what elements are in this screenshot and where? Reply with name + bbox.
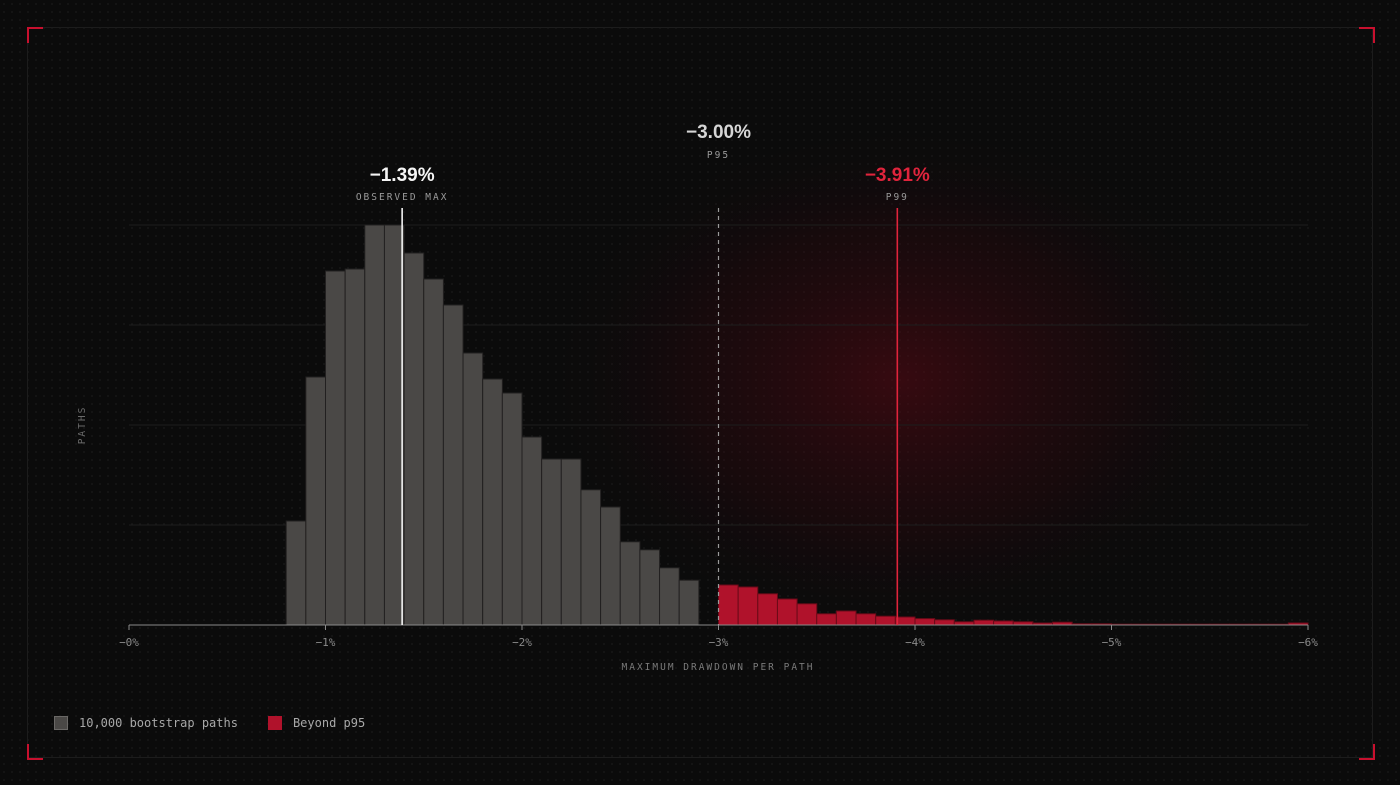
x-axis-label: MAXIMUM DRAWDOWN PER PATH (622, 662, 815, 673)
bar-bootstrap (403, 252, 425, 626)
x-axis-ticks: −0% −1% −2% −3% −4% −5% −6% (119, 625, 1318, 649)
bar-bootstrap (521, 436, 543, 626)
bar-beyond-p95 (973, 619, 995, 626)
bar-beyond-p95 (835, 610, 857, 626)
legend-item-beyond-p95: Beyond p95 (267, 716, 366, 730)
legend-label-bootstrap: 10,000 bootstrap paths (79, 716, 238, 730)
bar-bootstrap (423, 278, 444, 626)
x-tick-label: −6% (1298, 636, 1318, 649)
chart-frame (27, 27, 1373, 758)
bar-bootstrap (600, 506, 621, 626)
frame-corner-top-left (27, 27, 43, 43)
bar-beyond-p95 (934, 619, 955, 626)
legend-label-beyond-p95: Beyond p95 (292, 716, 366, 730)
bar-bootstrap (560, 458, 582, 626)
legend-swatch-gray (54, 716, 68, 730)
frame-corner-top-right (1359, 27, 1375, 43)
y-axis-label: PATHS (77, 406, 88, 445)
bar-bootstrap (383, 224, 405, 626)
marker-label-observed: OBSERVED MAX (356, 192, 449, 203)
bar-beyond-p95 (776, 598, 798, 626)
bar-bootstrap (305, 376, 327, 626)
bar-beyond-p95 (993, 620, 1014, 626)
x-tick-label: −1% (316, 636, 336, 649)
bar-bootstrap (541, 458, 562, 626)
legend-item-bootstrap: 10,000 bootstrap paths (54, 716, 238, 730)
bar-beyond-p95 (737, 586, 759, 626)
bar-bootstrap (325, 270, 346, 626)
x-tick-label: −5% (1102, 636, 1122, 649)
bar-bootstrap (482, 378, 503, 626)
x-tick-label: −2% (512, 636, 532, 649)
marker-value-p95: −3.00% (686, 122, 751, 143)
bar-bootstrap (580, 489, 602, 626)
legend: 10,000 bootstrap paths Beyond p95 (54, 716, 395, 730)
bar-beyond-p95 (718, 584, 739, 626)
bar-beyond-p95 (816, 613, 837, 626)
bar-bootstrap (659, 567, 680, 626)
bar-bootstrap (501, 392, 523, 626)
marker-value-observed: −1.39% (370, 165, 435, 186)
bar-bootstrap (442, 304, 464, 626)
bar-bootstrap (639, 549, 661, 626)
bar-bootstrap (364, 224, 385, 626)
marker-value-p99: −3.91% (865, 165, 930, 186)
marker-label-p99: P99 (886, 192, 909, 203)
bar-beyond-p95 (894, 616, 916, 626)
bar-bootstrap (462, 352, 484, 626)
bar-bootstrap (344, 268, 366, 626)
x-tick-label: −4% (905, 636, 925, 649)
marker-lines: −1.39% OBSERVED MAX −3.00% P95 −3.91% P99 (356, 122, 930, 625)
bar-bootstrap (285, 520, 307, 626)
bar-beyond-p95 (855, 613, 877, 626)
bar-beyond-p95 (875, 615, 896, 626)
marker-label-p95: P95 (707, 150, 730, 161)
frame-corner-bottom-left (27, 744, 43, 760)
bar-bootstrap (619, 541, 641, 626)
frame-corner-bottom-right (1359, 744, 1375, 760)
bar-beyond-p95 (914, 618, 936, 626)
bar-beyond-p95 (796, 603, 818, 626)
bar-beyond-p95 (757, 593, 778, 626)
bar-bootstrap (678, 579, 700, 626)
x-tick-label: −3% (709, 636, 729, 649)
x-tick-label: −0% (119, 636, 139, 649)
legend-swatch-red (267, 716, 282, 730)
